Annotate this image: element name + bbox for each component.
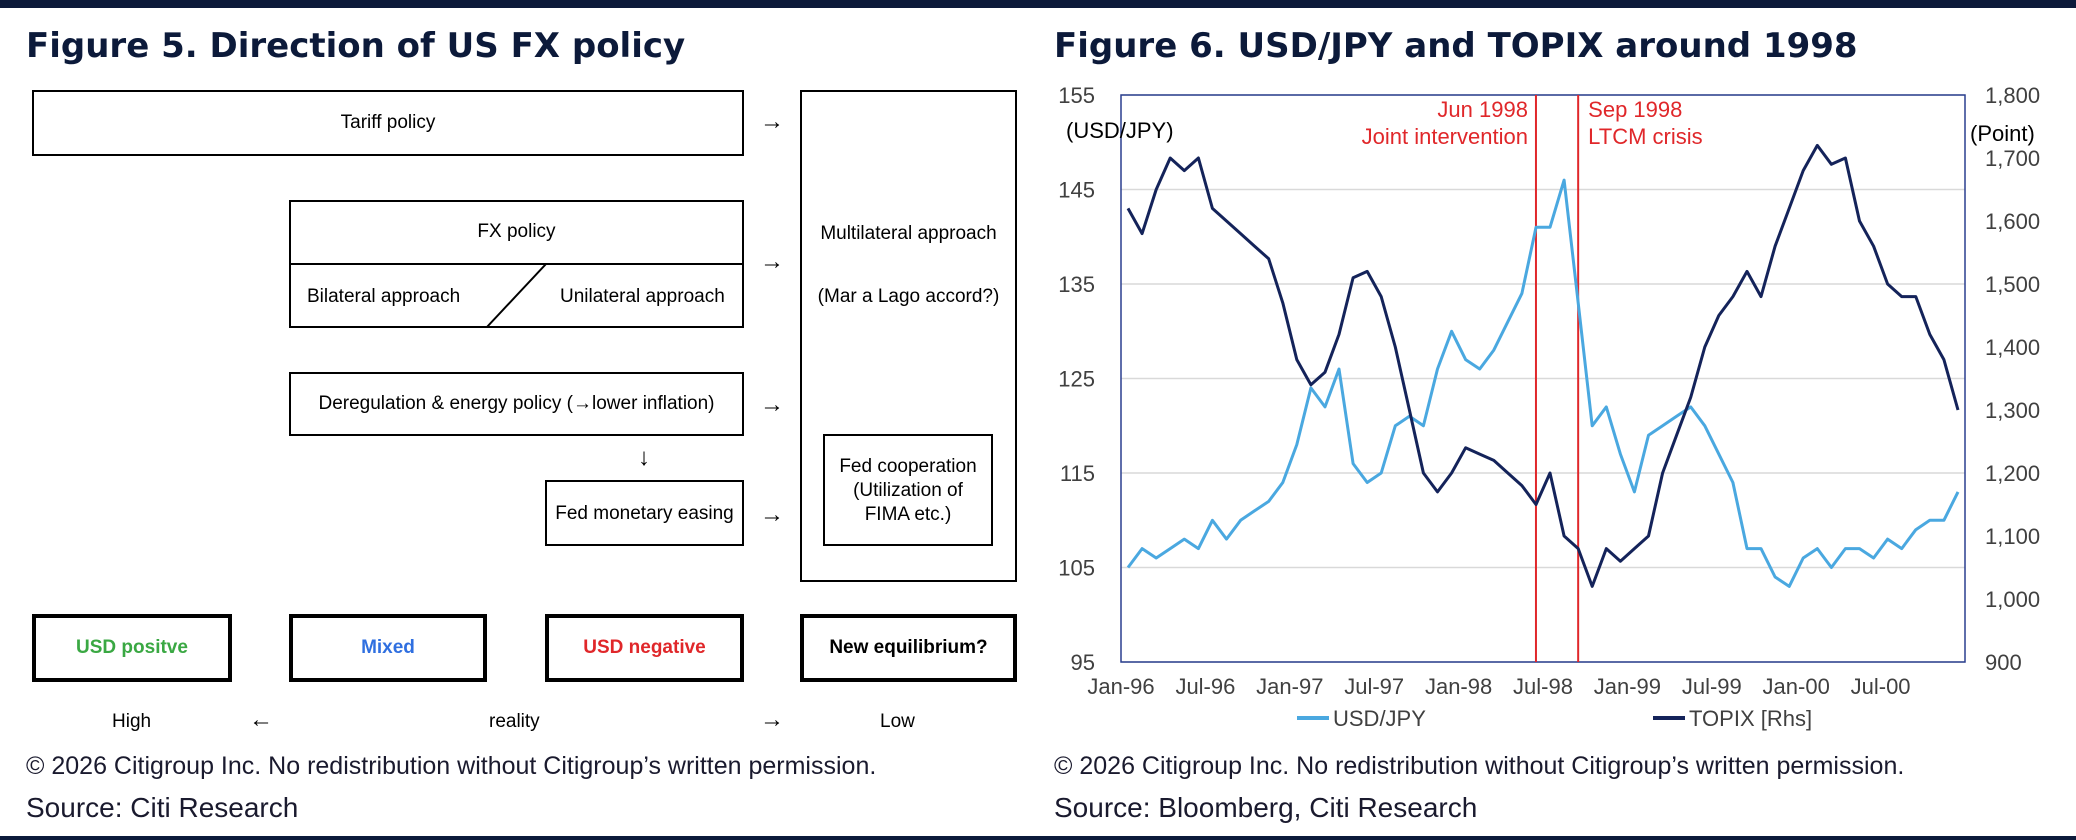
legend-label: TOPIX [Rhs] xyxy=(1689,706,1812,731)
scale-reality: reality xyxy=(489,711,540,732)
x-tick-label: Jul-96 xyxy=(1175,674,1235,699)
x-tick-label: Jan-00 xyxy=(1763,674,1830,699)
fed-easing-box xyxy=(545,480,744,546)
fed-easing-label: Fed monetary easing xyxy=(555,503,734,524)
mar-a-lago-label: (Mar a Lago accord?) xyxy=(817,286,1000,307)
y-tick-label-right: 1,000 xyxy=(1985,587,2040,612)
y-tick-label-left: 105 xyxy=(1058,556,1095,581)
fed-cooperation-line2: (Utilization of xyxy=(853,480,963,501)
y-tick-label-left: 125 xyxy=(1058,367,1095,392)
top-rule xyxy=(0,0,2076,8)
y-tick-label-right: 1,600 xyxy=(1985,209,2040,234)
usdjpy-topix-chart: 95 105 115 125 135 145 155 900 1,000 1,100 1,200 1… xyxy=(1058,83,2040,731)
x-tick-label: Jan-98 xyxy=(1425,674,1492,699)
annotation-date: Sep 1998 xyxy=(1588,97,1682,122)
legend: USD/JPY TOPIX [Rhs] xyxy=(1297,706,1812,731)
y-tick-label-right: 1,400 xyxy=(1985,335,2040,360)
fx-policy-divider xyxy=(289,263,744,265)
fed-cooperation-box xyxy=(823,434,993,546)
mixed-box: Mixed xyxy=(289,614,487,682)
multilateral-label: Multilateral approach xyxy=(820,223,997,244)
y-tick-label-right: 1,800 xyxy=(1985,83,2040,108)
figure6-title: Figure 6. USD/JPY and TOPIX around 1998 xyxy=(1054,26,1858,66)
axes xyxy=(1120,94,1966,663)
y-tick-label-left: 145 xyxy=(1058,178,1095,203)
usd-negative-box: USD negative xyxy=(545,614,744,682)
annotation-event: Joint intervention xyxy=(1362,124,1528,149)
fx-policy-label: FX policy xyxy=(477,221,556,242)
arrow-right: → xyxy=(760,391,784,418)
y-tick-label-right: 1,300 xyxy=(1985,398,2040,423)
y-tick-label-right: 900 xyxy=(1985,650,2022,675)
x-tick-label: Jan-97 xyxy=(1256,674,1323,699)
new-equilibrium-box: New equilibrium? xyxy=(800,614,1017,682)
gridlines xyxy=(1121,94,1965,663)
tariff-policy-box xyxy=(32,90,744,156)
annotation-event: LTCM crisis xyxy=(1588,124,1702,149)
arrow-down: ↓ xyxy=(638,444,650,471)
figure5-title: Figure 5. Direction of US FX policy xyxy=(26,26,686,66)
plot-frame xyxy=(1120,94,1966,663)
figure6-copyright: © 2026 Citigroup Inc. No redistribution … xyxy=(1054,752,1905,780)
arrow-right: → xyxy=(760,108,784,135)
y-tick-label-left: 135 xyxy=(1058,272,1095,297)
figure5-source: Source: Citi Research xyxy=(26,792,299,823)
bilateral-approach-label: Bilateral approach xyxy=(307,286,461,307)
deregulation-label: Deregulation & energy policy (→lower inf… xyxy=(318,393,715,414)
new-equilibrium-label: New equilibrium? xyxy=(829,637,988,658)
arrow-left: ← xyxy=(249,706,273,733)
y-tick-label-left: 95 xyxy=(1071,650,1095,675)
y-axis-label-left: (USD/JPY) xyxy=(1066,118,1174,143)
event-lines xyxy=(1534,95,1580,662)
fed-cooperation-line1: Fed cooperation xyxy=(839,456,977,477)
annotation-date: Jun 1998 xyxy=(1437,97,1528,122)
x-tick-label: Jul-97 xyxy=(1344,674,1404,699)
y-tick-label-left: 115 xyxy=(1060,461,1095,486)
y-tick-label-right: 1,500 xyxy=(1985,272,2040,297)
y-tick-labels-right: 900 1,000 1,100 1,200 1,300 1,400 1,500 1,600 1,… xyxy=(1985,83,2040,675)
mixed-label: Mixed xyxy=(361,637,415,658)
legend-label: USD/JPY xyxy=(1333,706,1426,731)
x-tick-label: Jan-96 xyxy=(1087,674,1154,699)
usd-positive-label: USD positve xyxy=(76,637,188,658)
scale-low: Low xyxy=(880,711,915,732)
y-axis-label-right: (Point) xyxy=(1970,121,2035,146)
y-tick-label-right: 1,700 xyxy=(1985,146,2040,171)
y-tick-label-left: 155 xyxy=(1058,83,1095,108)
x-tick-label: Jul-98 xyxy=(1513,674,1573,699)
bottom-rule xyxy=(0,836,2076,840)
unilateral-approach-label: Unilateral approach xyxy=(560,286,725,307)
figure5-copyright: © 2026 Citigroup Inc. No redistribution … xyxy=(26,752,877,780)
topix-line xyxy=(1126,143,1960,588)
series-lines xyxy=(1126,143,1960,588)
usdjpy-line xyxy=(1126,178,1960,588)
tariff-policy-label: Tariff policy xyxy=(340,112,436,133)
arrow-right: → xyxy=(760,501,784,528)
x-tick-label: Jan-99 xyxy=(1594,674,1661,699)
usd-negative-label: USD negative xyxy=(583,637,706,658)
deregulation-box xyxy=(289,372,744,436)
x-tick-labels: Jan-96 Jul-96 Jan-97 Jul-97 Jan-98 Jul-98 Jan-… xyxy=(1087,674,1910,699)
fed-cooperation-line3: FIMA etc.) xyxy=(864,504,952,525)
y-tick-label-right: 1,200 xyxy=(1985,461,2040,486)
scale-high: High xyxy=(112,711,152,732)
x-tick-label: Jul-00 xyxy=(1851,674,1911,699)
arrow-right: → xyxy=(760,248,784,275)
usd-positive-box: USD positve xyxy=(32,614,232,682)
x-tick-label: Jul-99 xyxy=(1682,674,1742,699)
figure6-source: Source: Bloomberg, Citi Research xyxy=(1054,792,1478,823)
y-tick-labels-left: 95 105 115 125 135 145 155 xyxy=(1058,83,1095,675)
arrow-right: → xyxy=(760,706,784,733)
diagonal-split xyxy=(485,264,547,328)
y-tick-label-right: 1,100 xyxy=(1985,524,2040,549)
